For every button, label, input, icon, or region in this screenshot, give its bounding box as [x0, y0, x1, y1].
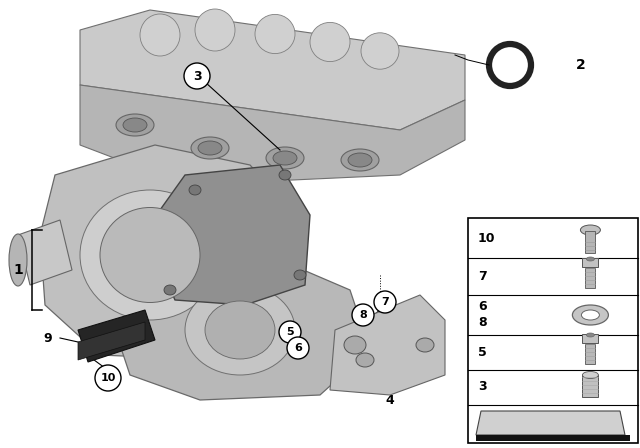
Ellipse shape	[140, 14, 180, 56]
Text: 10: 10	[100, 373, 116, 383]
Text: 7: 7	[381, 297, 389, 307]
Ellipse shape	[9, 234, 27, 286]
Circle shape	[95, 365, 121, 391]
Text: 2: 2	[576, 58, 586, 72]
Polygon shape	[330, 295, 445, 395]
Text: 1: 1	[13, 263, 23, 277]
Bar	[582, 258, 598, 267]
Polygon shape	[115, 260, 370, 400]
Polygon shape	[155, 165, 310, 305]
Text: 3: 3	[478, 380, 486, 393]
Circle shape	[184, 63, 210, 89]
Text: 5: 5	[286, 327, 294, 337]
Ellipse shape	[195, 9, 235, 51]
Ellipse shape	[185, 285, 295, 375]
Ellipse shape	[80, 190, 220, 320]
Ellipse shape	[586, 333, 595, 337]
Ellipse shape	[273, 151, 297, 165]
Ellipse shape	[572, 305, 609, 325]
Ellipse shape	[266, 147, 304, 169]
Ellipse shape	[294, 270, 306, 280]
Text: 6: 6	[478, 301, 486, 314]
Circle shape	[287, 337, 309, 359]
Bar	[582, 375, 598, 397]
Ellipse shape	[344, 336, 366, 354]
Ellipse shape	[279, 170, 291, 180]
Ellipse shape	[582, 371, 598, 379]
Ellipse shape	[164, 285, 176, 295]
Bar	[476, 435, 630, 441]
Ellipse shape	[100, 207, 200, 302]
Text: 8: 8	[478, 316, 486, 329]
Text: 8: 8	[359, 310, 367, 320]
Bar	[586, 231, 595, 253]
Ellipse shape	[191, 137, 229, 159]
Ellipse shape	[189, 185, 201, 195]
Bar	[468, 218, 638, 443]
Polygon shape	[78, 322, 145, 360]
Ellipse shape	[581, 310, 600, 320]
Ellipse shape	[348, 153, 372, 167]
Ellipse shape	[586, 257, 595, 261]
Circle shape	[279, 321, 301, 343]
Text: 9: 9	[44, 332, 52, 345]
Ellipse shape	[198, 141, 222, 155]
Polygon shape	[80, 10, 465, 130]
Polygon shape	[80, 85, 465, 185]
Polygon shape	[40, 145, 300, 360]
Ellipse shape	[310, 22, 350, 61]
Text: 3: 3	[193, 69, 202, 82]
Bar	[586, 344, 595, 364]
Ellipse shape	[341, 149, 379, 171]
Ellipse shape	[416, 338, 434, 352]
Bar	[582, 334, 598, 343]
Polygon shape	[78, 310, 155, 362]
Text: 6: 6	[294, 343, 302, 353]
Ellipse shape	[116, 114, 154, 136]
Ellipse shape	[356, 353, 374, 367]
Circle shape	[352, 304, 374, 326]
Bar	[586, 268, 595, 288]
Polygon shape	[18, 220, 72, 285]
Text: 4: 4	[385, 393, 394, 406]
Ellipse shape	[255, 14, 295, 54]
Ellipse shape	[498, 53, 522, 77]
Circle shape	[374, 291, 396, 313]
Ellipse shape	[580, 225, 600, 235]
Polygon shape	[476, 411, 625, 435]
Text: 7: 7	[478, 270, 487, 283]
Text: 5: 5	[478, 345, 487, 358]
Ellipse shape	[361, 33, 399, 69]
Ellipse shape	[123, 118, 147, 132]
Ellipse shape	[205, 301, 275, 359]
Text: 10: 10	[478, 232, 495, 245]
